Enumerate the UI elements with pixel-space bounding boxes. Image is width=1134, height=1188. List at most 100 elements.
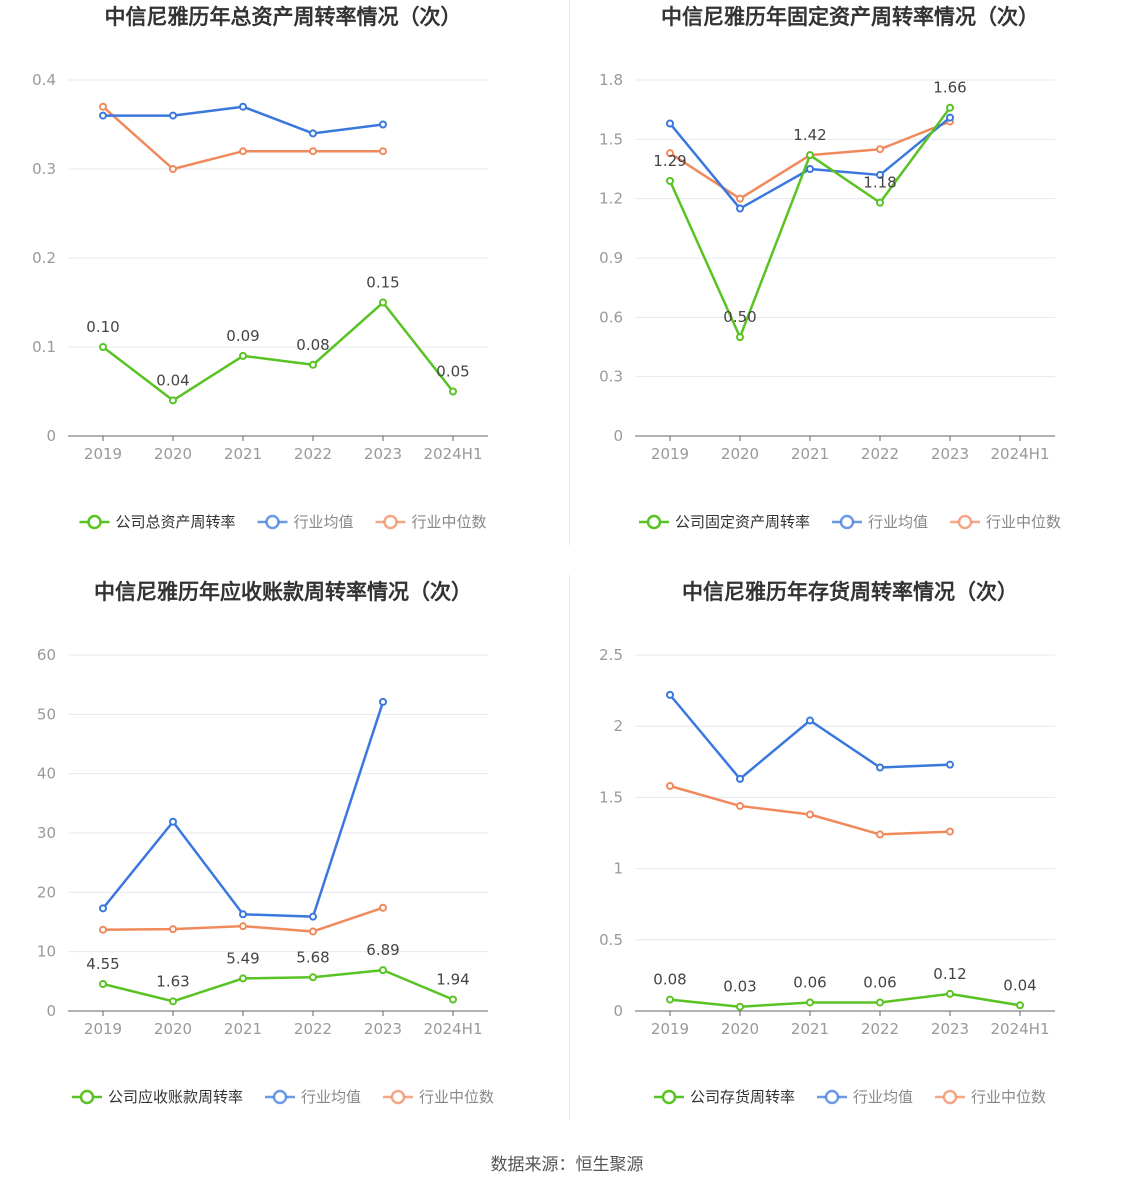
data-label: 5.49 [226,949,259,967]
chart-legend: 公司固定资产周转率 行业均值 行业中位数 [639,513,1061,531]
data-point-company [876,198,884,207]
data-point-avg [876,763,884,772]
data-label: 0.08 [653,971,686,989]
data-point-avg [99,111,107,120]
legend-label-avg: 行业均值 [301,1088,361,1106]
y-tick-label: 0 [613,427,623,445]
data-point-avg [379,120,387,129]
y-tick-label: 60 [37,646,56,664]
data-point-median [946,827,954,836]
x-tick-label: 2019 [84,445,122,463]
data-label: 5.68 [296,948,329,966]
chart-title: 中信尼雅历年固定资产周转率情况（次） [661,5,1039,29]
y-tick-label: 0.6 [599,308,623,326]
series-line-company [669,992,1021,1008]
legend-label-avg: 行业均值 [868,513,928,531]
x-tick-label: 2024H1 [991,1020,1050,1038]
legend-label-avg: 行业均值 [853,1088,913,1106]
y-tick-label: 0.1 [32,338,56,356]
data-point-company [806,998,814,1007]
data-point-avg [736,204,744,213]
y-tick-label: 20 [37,883,56,901]
data-label: 0.09 [226,327,259,345]
data-point-median [666,782,674,791]
data-point-company [876,998,884,1007]
legend-label-company: 公司存货周转率 [690,1088,795,1106]
x-tick-label: 2023 [364,1020,402,1038]
series-line-median [669,784,951,836]
x-tick-label: 2024H1 [424,1020,483,1038]
data-label: 4.55 [86,955,119,973]
chart-fixed-asset-turnover: 中信尼雅历年固定资产周转率情况（次） 0 0.3 0.6 0.9 1.2 1.5 1.8 201… [599,5,1061,531]
y-tick-label: 0.3 [32,160,56,178]
data-label: 0.06 [793,973,826,991]
y-tick-label: 2.5 [599,646,623,664]
legend-label-median: 行业中位数 [412,513,487,531]
data-point-avg [946,113,954,122]
legend-marker-avg [272,1089,288,1105]
chart-panel-total-asset-turnover: 中信尼雅历年总资产周转率情况（次） 0 0.1 0.2 0.3 0.4 2019 2020 20… [0,0,567,575]
series-line-avg [669,694,951,781]
panel-divider-top [569,0,570,545]
chart-legend: 公司存货周转率 行业均值 行业中位数 [654,1088,1046,1106]
x-tick-label: 2019 [651,445,689,463]
data-label: 6.89 [366,941,399,959]
data-point-avg [309,129,317,138]
data-label: 1.42 [793,126,826,144]
data-label: 0.12 [933,965,966,983]
data-point-company [99,980,107,989]
y-tick-label: 0.9 [599,249,623,267]
data-point-median [99,925,107,934]
data-label: 0.06 [863,973,896,991]
data-label: 0.15 [366,274,399,292]
data-point-company [449,387,457,396]
x-tick-label: 2021 [224,445,262,463]
x-tick-label: 2020 [154,445,192,463]
legend-marker-company [646,514,662,530]
data-point-median [736,801,744,810]
legend-marker-company [87,514,102,530]
legend-marker-median [942,1089,958,1105]
chart-receivables-turnover: 中信尼雅历年应收账款周转率情况（次） 0 10 20 30 40 50 60 2019 2020 2… [37,580,494,1106]
legend-label-company: 公司固定资产周转率 [675,513,810,531]
y-tick-label: 1.5 [599,130,623,148]
chart-legend: 公司总资产周转率 行业均值 行业中位数 [79,513,487,531]
y-tick-label: 0.2 [32,249,56,267]
data-point-company [666,995,674,1004]
data-point-company [169,997,177,1006]
data-point-company [946,103,954,112]
data-label: 1.63 [156,972,189,990]
y-tick-label: 1.5 [599,788,623,806]
data-point-avg [806,716,814,725]
data-label: 0.10 [86,318,119,336]
series-line-avg [103,105,384,135]
panel-divider-bottom [569,575,570,1120]
data-label: 1.94 [436,970,469,988]
x-tick-label: 2020 [721,445,759,463]
data-point-avg [379,697,387,706]
data-label: 0.03 [723,978,756,996]
y-tick-label: 2 [613,717,623,735]
x-tick-label: 2020 [154,1020,192,1038]
data-point-company [239,351,247,360]
y-tick-label: 1.2 [599,190,623,208]
chart-inventory-turnover: 中信尼雅历年存货周转率情况（次） 0 0.5 1 1.5 2 2.5 2019 2020 2021… [599,580,1055,1106]
legend-marker-avg [824,1089,840,1105]
x-tick-label: 2022 [294,1020,332,1038]
y-tick-label: 10 [37,943,56,961]
y-tick-label: 1 [613,860,623,878]
legend-label-avg: 行业均值 [294,513,354,531]
chart-panel-inventory-turnover: 中信尼雅历年存货周转率情况（次） 0 0.5 1 1.5 2 2.5 2019 2020 2021… [567,575,1134,1150]
data-point-avg [736,774,744,783]
data-label: 1.29 [653,152,686,170]
legend-label-company: 公司总资产周转率 [116,513,236,531]
x-tick-label: 2020 [721,1020,759,1038]
chart-title: 中信尼雅历年总资产周转率情况（次） [105,5,462,29]
legend-marker-median [383,514,398,530]
y-tick-label: 0.3 [599,368,623,386]
data-label: 0.50 [723,308,756,326]
x-tick-label: 2024H1 [424,445,483,463]
x-tick-label: 2023 [364,445,402,463]
chart-total-asset-turnover: 中信尼雅历年总资产周转率情况（次） 0 0.1 0.2 0.3 0.4 2019 2020 20… [32,5,488,531]
legend-marker-company [661,1089,677,1105]
